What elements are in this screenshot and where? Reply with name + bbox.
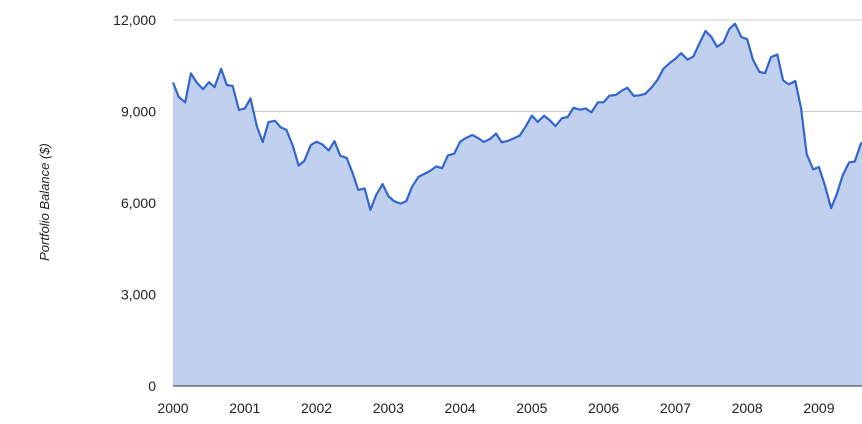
area-fill — [173, 23, 862, 386]
y-tick-label: 12,000 — [113, 12, 156, 28]
x-axis-ticks: 2000 2001 2002 2003 2004 2005 2006 2007 2008 2009 — [157, 400, 834, 416]
x-tick-label: 2000 — [157, 400, 188, 416]
y-axis-ticks: 0 3,000 6,000 9,000 12,000 — [113, 12, 156, 394]
y-tick-label: 9,000 — [121, 104, 156, 120]
x-tick-label: 2002 — [301, 400, 332, 416]
series-line — [171, 22, 862, 212]
x-tick-label: 2006 — [588, 400, 619, 416]
y-tick-label: 0 — [148, 378, 156, 394]
x-tick-label: 2007 — [660, 400, 691, 416]
x-tick-label: 2004 — [445, 400, 476, 416]
y-tick-label: 6,000 — [121, 195, 156, 211]
x-tick-label: 2003 — [373, 400, 404, 416]
x-tick-label: 2001 — [229, 400, 260, 416]
y-axis-title: Portfolio Balance ($) — [37, 143, 52, 261]
x-tick-label: 2005 — [516, 400, 547, 416]
x-tick-label: 2008 — [732, 400, 763, 416]
y-tick-label: 3,000 — [121, 287, 156, 303]
x-tick-label: 2009 — [803, 400, 834, 416]
